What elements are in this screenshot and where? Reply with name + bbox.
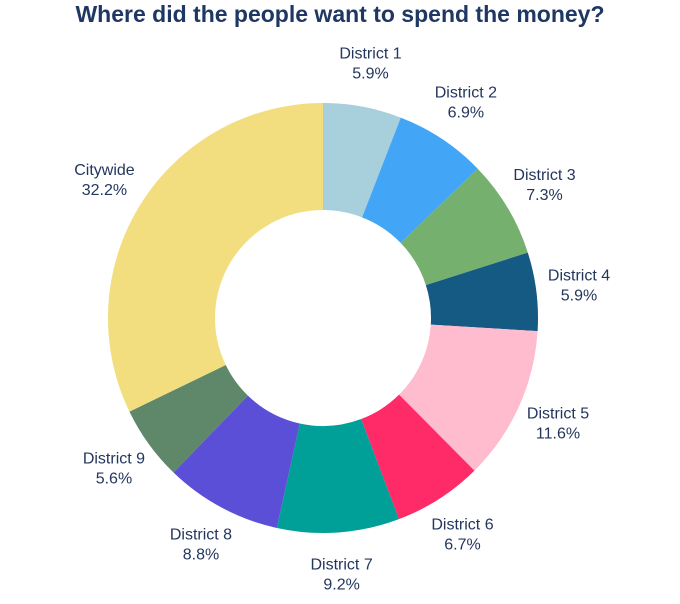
slice-label: District 2 (435, 84, 497, 101)
slice-label: District 1 (339, 46, 401, 63)
slice-label: District 6 (431, 516, 493, 533)
donut-slice (323, 103, 401, 218)
slice-value-label: 11.6% (536, 426, 580, 443)
slice-label: District 8 (170, 527, 232, 544)
slice-value-label: 8.8% (183, 547, 219, 564)
donut-slice (173, 395, 300, 528)
slice-value-label: 5.9% (561, 287, 597, 304)
donut-slice (129, 365, 248, 473)
slice-label: District 4 (548, 267, 610, 284)
slice-label: District 7 (310, 557, 372, 574)
slice-value-label: 9.2% (323, 577, 359, 594)
slice-value-label: 6.9% (448, 104, 484, 121)
donut-slice (276, 419, 399, 533)
donut-slice (108, 103, 323, 412)
slice-label: District 9 (83, 450, 145, 467)
slice-label: Citywide (74, 162, 135, 179)
chart-title: Where did the people want to spend the m… (75, 1, 604, 27)
slice-label: District 5 (527, 406, 589, 423)
slice-value-label: 7.3% (526, 187, 562, 204)
donut-slice (361, 394, 475, 520)
donut-slice (425, 252, 538, 332)
donut-slice (399, 324, 538, 471)
slice-value-label: 32.2% (82, 182, 127, 199)
slice-value-label: 5.6% (96, 470, 132, 487)
donut-slice (362, 117, 478, 244)
slice-label: District 3 (513, 167, 575, 184)
slice-value-label: 5.9% (352, 66, 388, 83)
slice-value-label: 6.7% (444, 536, 480, 553)
donut-slice (400, 168, 528, 286)
